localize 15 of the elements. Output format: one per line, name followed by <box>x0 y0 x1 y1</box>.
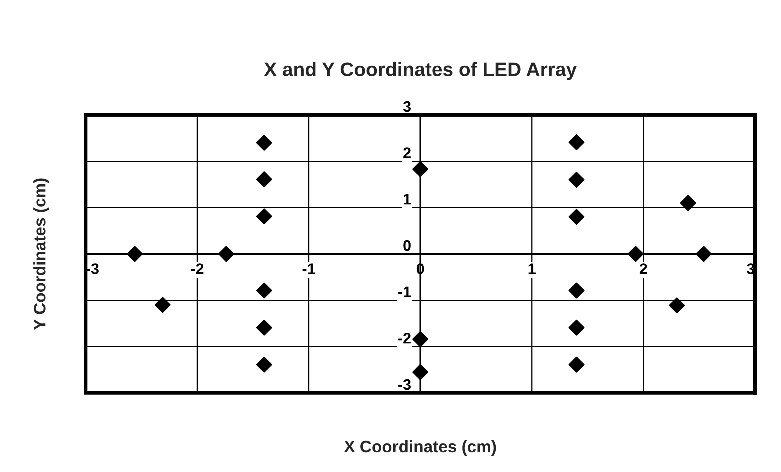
x-axis-title: X Coordinates (cm) <box>344 440 496 456</box>
x-tick-label: -1 <box>302 264 316 274</box>
y-tick-label: -2 <box>398 333 411 344</box>
chart-title: X and Y Coordinates of LED Array <box>264 62 577 80</box>
y-axis-title: Y Coordinates (cm) <box>34 178 50 330</box>
y-tick-label: 3 <box>403 101 411 112</box>
x-tick-label: -2 <box>191 264 204 274</box>
y-tick-label: 2 <box>404 148 411 158</box>
y-tick-label: -3 <box>398 379 411 390</box>
x-tick-label: 2 <box>640 264 648 274</box>
y-tick-label: -1 <box>398 286 412 298</box>
y-tick-label: 0 <box>404 240 411 252</box>
x-tick-label: 1 <box>528 264 536 274</box>
y-tick-label: 1 <box>404 194 412 205</box>
x-tick-label: -3 <box>86 264 99 274</box>
